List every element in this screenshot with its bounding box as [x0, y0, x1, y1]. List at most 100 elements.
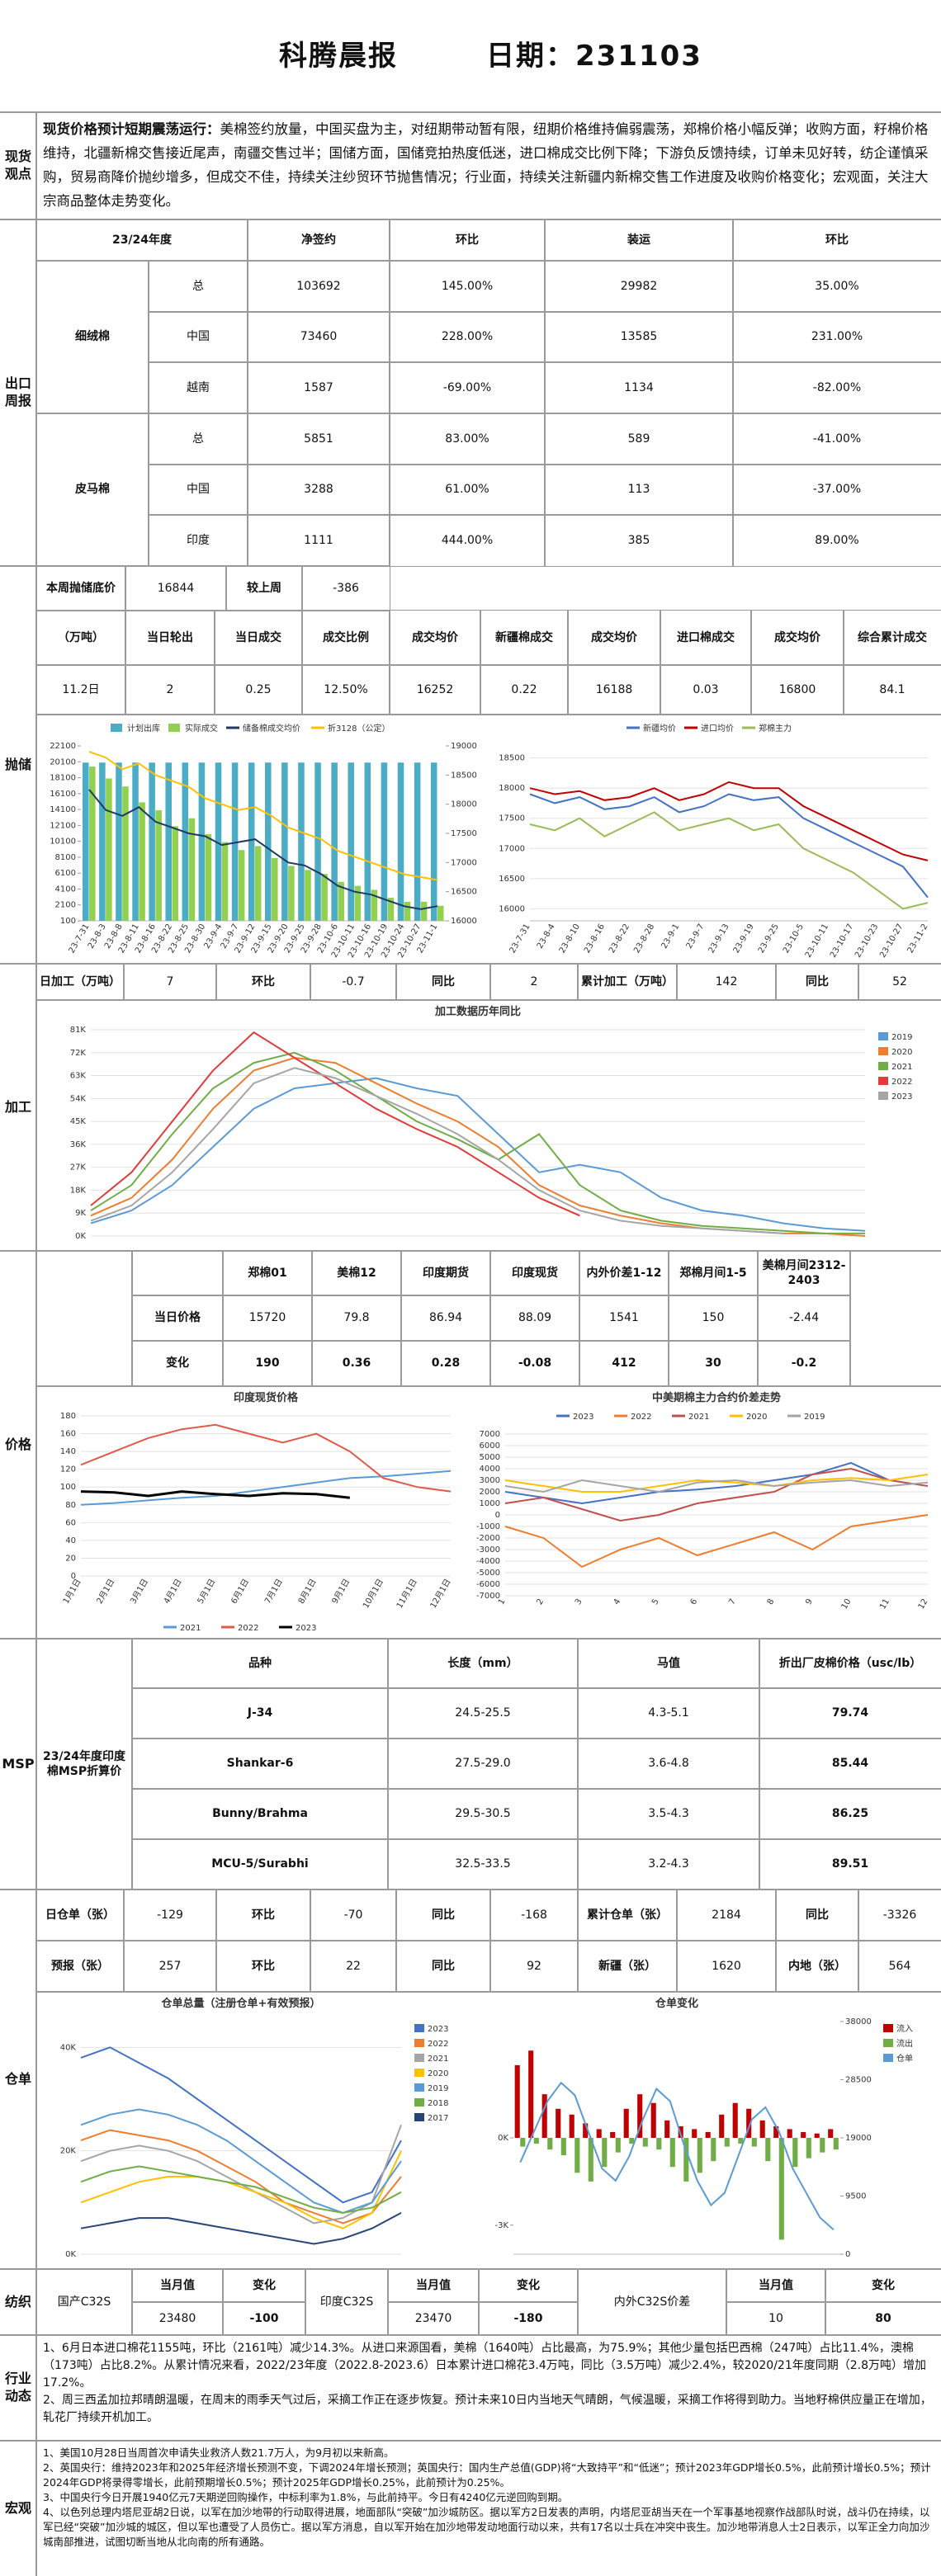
y-tick-label: 80 — [65, 1501, 76, 1510]
legend-swatch — [414, 2113, 424, 2121]
blank — [390, 566, 941, 611]
y-tick-label: 4100 — [55, 885, 76, 894]
y-tick-label: 180 — [60, 1412, 76, 1421]
table-cell: 29.5-30.5 — [387, 1788, 579, 1840]
table-cell: 12.50% — [301, 664, 390, 715]
table-cell: 444.00% — [389, 514, 546, 567]
table-cell: 85.44 — [759, 1738, 941, 1790]
series-line — [80, 2046, 402, 2204]
legend-label: 2023 — [891, 1092, 912, 1102]
row-label: 中国 — [148, 311, 248, 363]
y-tick-label: 16500 — [499, 875, 525, 884]
section-label: 仓单 — [0, 1889, 37, 2270]
column-header: 内外价差1-12 — [579, 1250, 669, 1296]
bar — [298, 762, 305, 921]
table-cell: 3.6-4.8 — [577, 1738, 760, 1790]
x-tick-label: 11 — [878, 1597, 891, 1611]
series-line — [88, 789, 438, 910]
series-line — [519, 2081, 835, 2231]
x-tick-label: 10月1日 — [361, 1578, 385, 1611]
item-name: 国产C32S — [35, 2268, 133, 2336]
table-cell: 2 — [489, 963, 579, 1001]
x-tick-label: 4 — [612, 1597, 623, 1606]
legend-label: 2022 — [891, 1078, 912, 1087]
y2-tick-label: 16000 — [451, 917, 477, 926]
y-tick-label: 12100 — [50, 821, 76, 830]
text-box: 1、美国10月28日当周首次申请失业救济人数21.7万人，为9月初以来新高。 2、… — [35, 2440, 941, 2576]
x-tick-label: 1月1日 — [61, 1578, 83, 1606]
y-tick-label: 81K — [70, 1026, 87, 1035]
table-cell: 2 — [125, 664, 215, 715]
field-label: 变化 — [478, 2268, 579, 2303]
table-cell: J-34 — [131, 1687, 389, 1739]
bar — [155, 810, 162, 921]
table-cell: 2184 — [676, 1889, 777, 1941]
series-line — [504, 1479, 929, 1493]
legend-label: 2021 — [688, 1413, 709, 1422]
y-tick-label: 2000 — [480, 1488, 500, 1497]
bar — [556, 2108, 561, 2138]
x-tick-label: 23-7-31 — [68, 922, 92, 955]
group-label: 细绒棉 — [35, 260, 149, 414]
table-cell: Shankar-6 — [131, 1738, 389, 1790]
column-header: 印度现货 — [489, 1250, 580, 1296]
bar — [792, 2138, 798, 2168]
bar — [338, 881, 344, 921]
y-tick-label: 18500 — [499, 754, 525, 763]
x-tick-label: 9月1日 — [330, 1578, 352, 1606]
y2-tick-label: 0 — [845, 2250, 850, 2259]
chart: 仓单总量（注册仓单+有效预报） 0K 20K 40K 2023 2022 2021 2020 2… — [60, 1997, 449, 2259]
field-label: 当月值 — [726, 2268, 826, 2303]
y-tick-label: 45K — [70, 1117, 87, 1126]
table-cell: 29982 — [544, 260, 734, 313]
bar — [692, 2129, 697, 2138]
series-line — [80, 2165, 402, 2214]
legend-swatch — [414, 2083, 424, 2092]
y-tick-label: -5000 — [476, 1569, 500, 1578]
bar — [188, 818, 196, 921]
table-cell: Bunny/Brahma — [131, 1788, 389, 1840]
field-value: 10 — [726, 2301, 826, 2336]
series-line — [90, 1077, 866, 1232]
bar — [602, 2138, 608, 2168]
bar — [420, 901, 428, 921]
x-tick-label: 6 — [689, 1597, 700, 1606]
row-label: 同比 — [775, 963, 859, 1001]
table-cell: 385 — [544, 514, 734, 567]
bar — [149, 762, 155, 921]
row-label: 累计加工（万吨） — [577, 963, 678, 1001]
x-tick-label: 4月1日 — [162, 1578, 184, 1606]
x-tick-label: 23-10-11 — [804, 922, 830, 960]
table-cell: 0.36 — [311, 1340, 402, 1387]
table-cell: 0.25 — [214, 664, 303, 715]
bar — [629, 2138, 635, 2144]
y-tick-label: 40K — [60, 2043, 77, 2052]
bar — [569, 2114, 575, 2138]
legend-label: 2020 — [746, 1413, 767, 1422]
section-label: 现货观点 — [0, 111, 37, 220]
y-tick-label: 18100 — [50, 774, 76, 783]
bar — [254, 846, 262, 921]
legend-label: 2020 — [891, 1048, 912, 1057]
legend-swatch — [414, 2098, 424, 2107]
y-tick-label: 16100 — [50, 790, 76, 799]
group-label: 皮马棉 — [35, 413, 149, 567]
table-cell: 113 — [544, 464, 734, 516]
bar — [583, 2123, 589, 2138]
chart-title: 仓单总量（注册仓单+有效预报） — [161, 1997, 321, 2010]
x-tick-label: 23-9-1 — [660, 922, 681, 951]
bar — [664, 2120, 670, 2138]
y-tick-label: 18K — [70, 1186, 87, 1195]
bar — [348, 762, 354, 921]
legend-swatch — [111, 724, 122, 732]
x-tick-label: 23-10-23 — [854, 922, 880, 960]
series-line — [80, 1423, 452, 1493]
bar — [560, 2138, 566, 2156]
table-cell: 4.3-5.1 — [577, 1687, 760, 1739]
table-cell: 11.2日 — [35, 664, 126, 715]
table-cell: 86.94 — [400, 1295, 491, 1342]
row-label: 中国 — [148, 464, 248, 516]
bar — [354, 885, 362, 921]
y-tick-label: 10100 — [50, 837, 76, 847]
bar — [711, 2138, 716, 2162]
